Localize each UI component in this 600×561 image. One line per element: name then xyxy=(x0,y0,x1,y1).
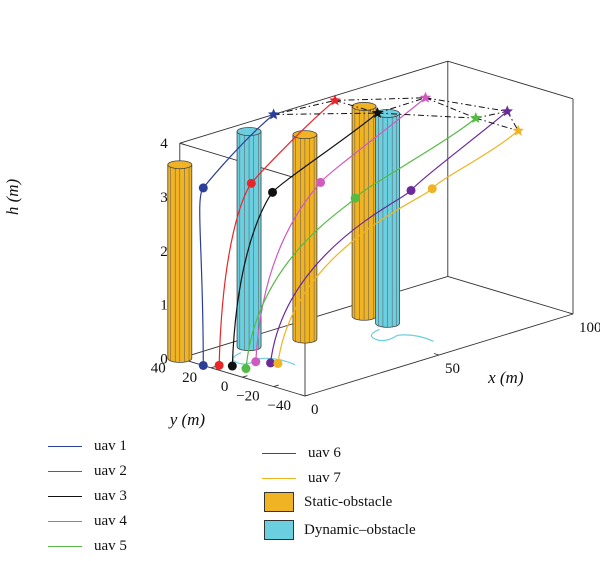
obstacle-top xyxy=(292,130,318,140)
start-point xyxy=(266,358,276,368)
x-tick-mark xyxy=(567,312,574,315)
waypoint-marker xyxy=(268,187,278,197)
waypoint-marker xyxy=(427,184,437,194)
formation-link xyxy=(335,97,426,101)
y-tick-label: 40 xyxy=(151,360,166,376)
obstacle-top xyxy=(167,160,193,170)
y-tick-mark xyxy=(304,394,311,397)
trajectory-uav-2 xyxy=(218,99,336,366)
obstacle-top xyxy=(236,127,262,136)
dynamic-obstacle-trail xyxy=(232,352,296,366)
formation-link xyxy=(377,112,476,119)
end-star-marker xyxy=(329,94,341,106)
z-tick-label: 3 xyxy=(160,190,168,206)
end-star-marker xyxy=(267,108,280,120)
y-axis-label: y (m) xyxy=(168,410,206,429)
x-tick-label: 0 xyxy=(311,402,319,418)
obstacle-dynamic xyxy=(375,109,400,328)
start-point xyxy=(214,360,224,370)
obstacle-dynamic xyxy=(236,127,262,352)
end-star-marker xyxy=(501,105,513,117)
formation-link xyxy=(334,99,378,114)
y-tick-label: 20 xyxy=(182,370,197,386)
end-star-marker xyxy=(371,107,384,118)
z-tick-mark xyxy=(179,142,185,146)
start-point xyxy=(227,361,237,371)
z-tick-label: 0 xyxy=(160,351,168,367)
x-tick-mark xyxy=(299,394,306,397)
start-point xyxy=(251,357,261,367)
obstacle-static xyxy=(292,130,318,344)
formation-link xyxy=(377,97,426,114)
start-point xyxy=(273,358,283,368)
y-tick-mark xyxy=(273,384,279,388)
obstacle-static xyxy=(351,102,377,321)
dynamic-obstacle-trail xyxy=(370,328,434,342)
obstacle-top xyxy=(351,102,377,111)
formation-link xyxy=(273,112,378,115)
axis-box-edge xyxy=(179,60,448,144)
formation-link xyxy=(475,110,508,119)
formation-link xyxy=(425,97,476,119)
end-star-marker xyxy=(419,91,432,103)
z-tick-label: 2 xyxy=(160,244,168,260)
z-tick-label: 4 xyxy=(160,136,168,152)
waypoint-marker xyxy=(316,177,326,187)
start-point xyxy=(198,360,208,370)
end-star-marker xyxy=(512,124,524,136)
waypoint-marker xyxy=(350,193,360,203)
formation-link xyxy=(425,97,508,112)
x-tick-mark xyxy=(433,353,440,356)
x-axis-label: x (m) xyxy=(487,368,524,387)
y-tick-mark xyxy=(242,375,248,378)
waypoint-marker xyxy=(198,183,208,193)
x-tick-label: 50 xyxy=(445,361,460,377)
x-tick-label: 100 xyxy=(579,320,600,336)
trajectory-uav-7 xyxy=(277,130,519,364)
axis-box-edge xyxy=(447,60,574,100)
waypoint-marker xyxy=(406,185,416,195)
obstacle-static xyxy=(167,160,193,363)
y-tick-label: 0 xyxy=(221,379,229,395)
z-axis-label: h (m) xyxy=(3,178,22,215)
axis-box-edge xyxy=(447,275,574,315)
formation-link xyxy=(273,99,336,115)
z-tick-label: 1 xyxy=(160,298,168,314)
formation-link xyxy=(475,117,519,132)
y-tick-label: −40 xyxy=(268,398,291,414)
y-tick-label: −20 xyxy=(236,389,259,405)
start-point xyxy=(241,364,251,374)
end-star-marker xyxy=(470,112,482,123)
waypoint-marker xyxy=(246,178,256,188)
